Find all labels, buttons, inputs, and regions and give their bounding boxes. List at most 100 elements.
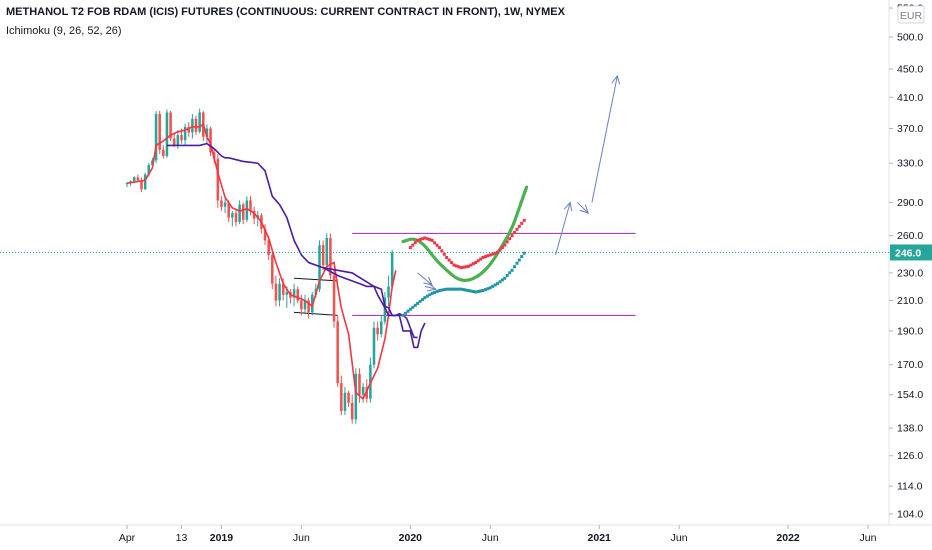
projected-base-dot [433,290,437,294]
projected-conversion-dot [430,238,434,242]
candle-body [379,321,383,335]
candle-body [180,135,183,141]
arrow-head [579,204,590,214]
time-axis[interactable]: Apr 13 2019 Jun 2020 Jun 2021 Jun 2022 Jun [119,525,877,544]
projected-base-dot [515,261,519,265]
projected-conversion-dot [476,259,480,263]
projected-conversion-dot [503,243,507,247]
projected-conversion-dot [469,263,473,267]
arrow-head [426,282,437,292]
y-tick-label: 138.0 [897,423,923,435]
y-tick-label: 126.0 [897,450,923,462]
projected-conversion-dot [522,218,526,222]
currency-button-frame[interactable] [897,5,925,24]
candle-body [125,183,129,185]
candle-body [263,228,267,241]
candle-body [278,283,281,301]
x-tick-label: Jun [860,532,877,544]
channel-line-top[interactable] [294,277,338,282]
projected-conversion-dot [520,221,524,225]
price-axis[interactable]: 550.0500.0450.0410.0370.0330.0290.0260.0… [889,3,923,521]
candle-body [358,373,361,395]
projected-base-dot [452,287,456,291]
candle-body [198,112,201,132]
candle-body [136,177,140,181]
x-tick-label: 13 [176,532,188,544]
arrow-line[interactable] [555,202,571,256]
projected-conversion-dot [418,238,422,242]
conversion-line [126,123,397,400]
candle-body [165,112,169,156]
projected-base-dot [401,313,405,317]
candle-body [365,386,369,399]
candle-body [343,392,347,411]
projected-base-dot [440,288,444,292]
projected-base-dot [496,282,499,286]
y-tick-label: 190.0 [897,325,923,337]
candle-body [245,200,249,220]
projected-base-dot [471,290,475,294]
arrow-line[interactable] [417,272,433,286]
y-tick-label: 170.0 [897,359,923,371]
y-tick-label: 330.0 [897,158,923,170]
projected-base-dot [498,280,502,284]
projected-base-dot [493,283,497,287]
projected-conversion-dot [457,265,461,269]
arrow-line[interactable] [577,202,589,214]
projected-conversion-dot [510,234,514,238]
projected-conversion-dot [493,251,497,255]
candle-body [296,289,299,301]
projected-base-dot [481,289,485,293]
y-tick-label: 230.0 [897,267,923,279]
candle-body [354,373,358,420]
candle-body [271,254,274,284]
y-tick-label: 410.0 [897,92,923,104]
x-tick-label: Jun [293,532,310,544]
candle-body [300,300,303,310]
candle-body [390,252,394,287]
projected-conversion-dot [416,238,420,242]
projected-conversion-dot [466,264,470,268]
projected-conversion-dot [425,237,429,241]
projected-base-dot [483,288,487,292]
projected-base-dot [445,287,449,291]
candle-body [147,165,151,175]
y-tick-label: 290.0 [897,197,923,209]
projection-curve[interactable] [401,185,529,282]
candle-body [183,126,187,141]
projected-base-dot [508,271,512,275]
x-tick-label: Jun [671,532,688,544]
projected-conversion-dot [445,255,449,259]
channel-line-bottom[interactable] [294,311,338,316]
arrow-line[interactable] [591,75,618,203]
candle-body [154,114,158,161]
candle-body [176,135,180,146]
arrow-line[interactable] [424,285,436,290]
currency-button[interactable]: EUR [897,5,925,24]
candle-body [387,286,390,298]
projected-conversion-dot [437,246,441,250]
projected-base-dot [512,265,516,269]
candle-body [340,383,343,411]
projected-base-dot [404,311,408,315]
projected-base-dot [421,297,425,301]
plot-area[interactable] [0,74,889,424]
projected-base-dot [469,289,473,293]
candle-body [252,210,256,219]
projected-base-dot [464,288,468,292]
projected-conversion-dot [517,224,521,228]
projected-base-dot [457,287,461,291]
candle-body [241,204,245,220]
last-price-tag: 246.0 [890,244,932,261]
candle-body [307,300,310,313]
projected-base-dot [510,268,514,272]
projected-conversion-dot [498,248,502,252]
candle-body [187,126,191,133]
projected-base-dot [503,276,507,280]
y-tick-label: 450.0 [897,64,923,76]
projected-conversion-dot [496,250,499,254]
candle-body [350,402,354,420]
indicator-legend: Ichimoku (9, 26, 52, 26) [6,25,122,37]
projected-conversion-dot [481,255,485,259]
